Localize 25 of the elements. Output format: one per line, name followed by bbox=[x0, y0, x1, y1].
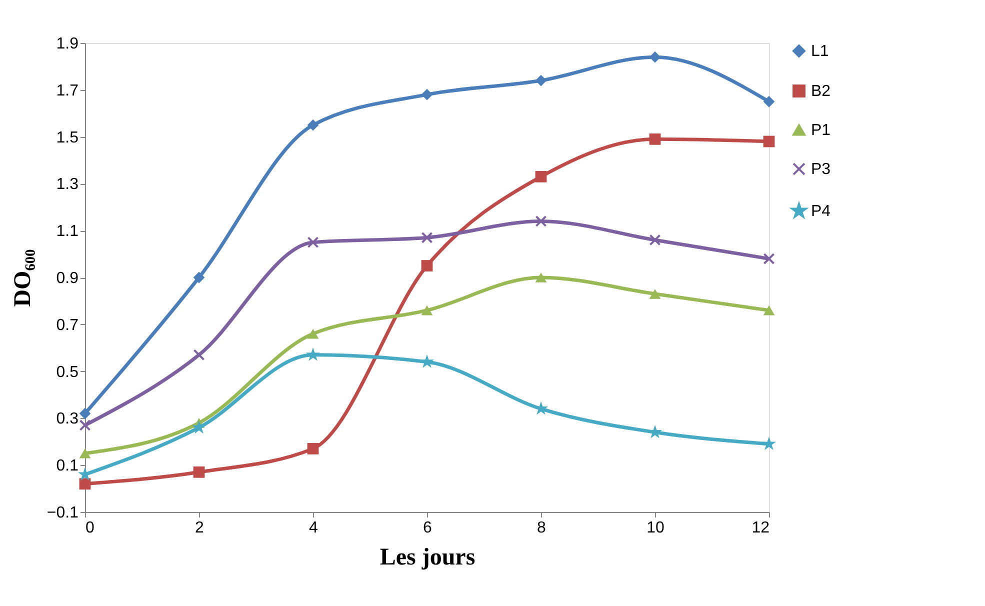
legend-label: P3 bbox=[811, 161, 831, 178]
x-tick-label: 0 bbox=[86, 520, 94, 536]
y-tick-label: 1.1 bbox=[56, 223, 79, 240]
y-tick-label: 0.5 bbox=[56, 364, 79, 381]
y-tick-label: 0.3 bbox=[56, 410, 79, 428]
x-tick-label: 10 bbox=[646, 520, 664, 536]
legend-label: P1 bbox=[811, 122, 831, 139]
x-tick-label: 2 bbox=[195, 520, 204, 536]
y-axis-title: DO₆₀₀ bbox=[10, 249, 36, 307]
legend-label: L1 bbox=[811, 43, 829, 60]
x-tick-label: 4 bbox=[309, 520, 318, 536]
y-tick-label: 1.9 bbox=[56, 36, 79, 52]
y-tick-label: 1.3 bbox=[56, 176, 79, 194]
legend-label: P4 bbox=[811, 203, 831, 220]
x-tick-label: 8 bbox=[537, 520, 546, 536]
y-tick-label: −0.1 bbox=[46, 504, 79, 522]
x-axis-title: Les jours bbox=[380, 544, 476, 570]
x-tick-label: 12 bbox=[752, 520, 770, 536]
x-tick-label: 6 bbox=[423, 520, 432, 536]
y-tick-label: 0.1 bbox=[56, 458, 79, 475]
legend-label: B2 bbox=[811, 83, 831, 100]
y-tick-label: 1.5 bbox=[56, 129, 79, 146]
y-tick-label: 0.9 bbox=[56, 270, 79, 287]
y-tick-label: 1.7 bbox=[56, 82, 79, 100]
y-tick-label: 0.7 bbox=[56, 316, 79, 334]
